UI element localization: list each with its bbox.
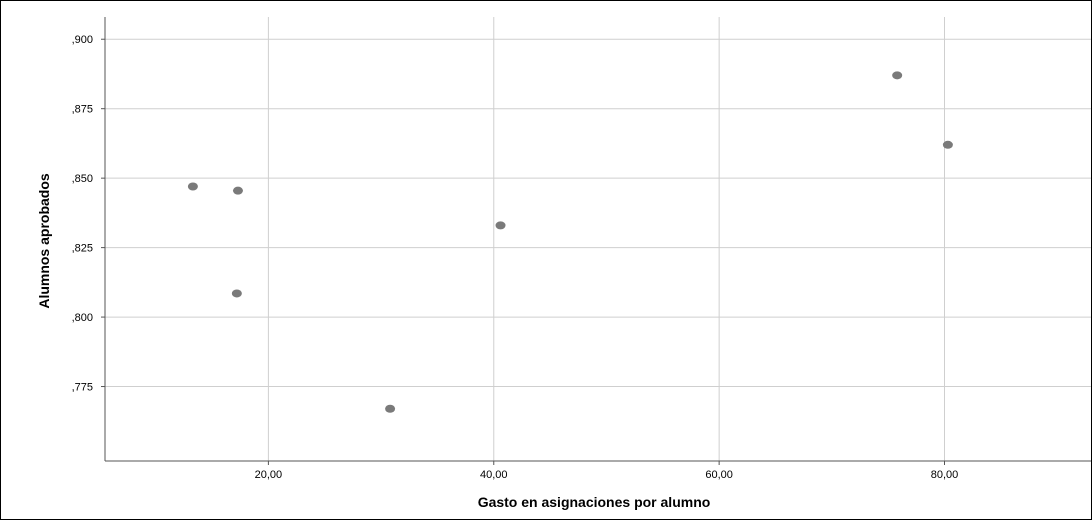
axes [104,17,1091,462]
x-axis-title: Gasto en asignaciones por alumno [478,494,711,510]
data-points [187,71,953,413]
y-tick-labels: ,900 ,875 ,850 ,825 ,800 ,775 [72,34,105,394]
data-point [187,182,198,191]
x-tick-label: 60,00 [705,469,733,481]
x-tick-labels: 20,00 40,00 60,00 80,00 [255,461,959,481]
data-point [942,140,953,149]
y-tick-label: ,775 [72,382,93,394]
y-tick-label: ,800 [72,312,93,324]
x-tick-label: 20,00 [255,469,283,481]
data-point [231,289,242,298]
x-tick-label: 40,00 [480,469,508,481]
y-tick-label: ,825 [72,243,93,255]
y-axis-title: Alumnos aprobados [36,173,52,309]
y-tick-label: ,900 [72,34,93,46]
data-point [495,221,506,230]
data-point [892,71,903,80]
x-tick-label: 80,00 [931,469,959,481]
data-point [232,186,243,195]
data-point [385,404,396,413]
grid-lines [105,17,1091,461]
y-tick-label: ,850 [72,173,93,185]
y-tick-label: ,875 [72,104,93,116]
